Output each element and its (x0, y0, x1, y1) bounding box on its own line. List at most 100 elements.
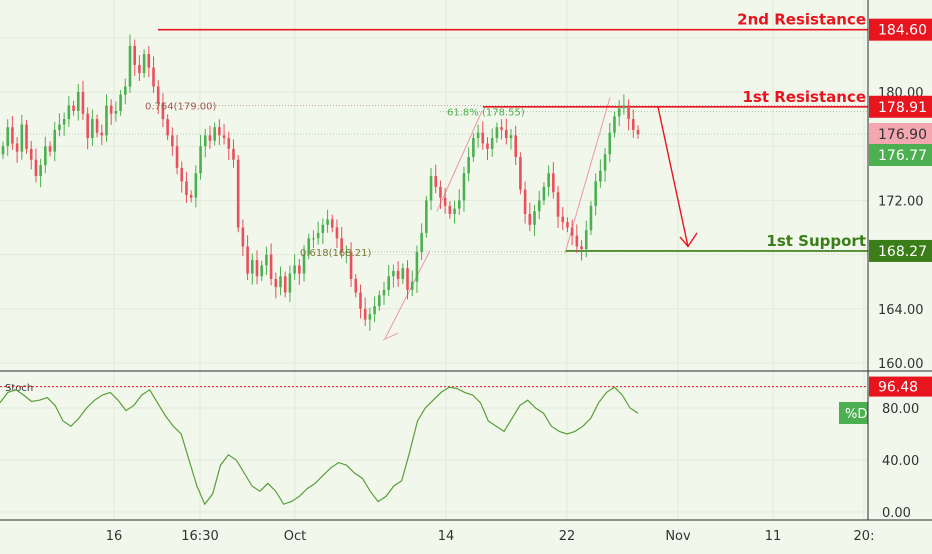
candle-body (443, 197, 447, 206)
candle-body (142, 54, 146, 74)
time-tick-label: 14 (438, 529, 455, 544)
candle-body (76, 92, 80, 111)
candle-body (462, 173, 466, 201)
candle-body (29, 148, 33, 160)
candle-body (382, 289, 386, 296)
candle-body (528, 213, 532, 225)
candle-body (307, 238, 311, 255)
candle-body (514, 135, 517, 158)
candle-body (453, 208, 456, 214)
level-label: 1st Resistance (742, 88, 866, 106)
candle-body (274, 278, 278, 288)
price-badge-current-bg (869, 123, 932, 146)
candle-body (100, 132, 104, 136)
time-tick-label: 22 (559, 529, 576, 544)
candle-body (147, 54, 151, 68)
fib-label: 0.764(179.00) (145, 102, 217, 113)
candle-body (91, 119, 94, 139)
candle-body (542, 186, 546, 201)
candle-body (138, 64, 141, 74)
candle-body (627, 105, 630, 120)
candle-body (283, 276, 287, 293)
candle-body (166, 119, 169, 136)
time-tick-label: 20: (854, 529, 875, 544)
candle-body (533, 211, 536, 225)
candle-body (434, 176, 438, 187)
candle-body (519, 157, 522, 190)
candle-body (584, 230, 588, 250)
fib-label: 0.618(168.21) (300, 248, 372, 259)
candle-body (86, 113, 89, 139)
candle-body (594, 181, 597, 206)
price-badge-1st-resistance-bg (869, 95, 932, 118)
candle-body (171, 135, 174, 147)
stoch-series-badge: %D (845, 407, 867, 422)
candle-body (255, 260, 259, 277)
candle-body (330, 219, 334, 228)
candle-body (396, 270, 400, 279)
candle-body (561, 216, 565, 223)
candle-body (410, 281, 414, 290)
candle-body (265, 254, 268, 266)
candle-body (39, 165, 42, 177)
candle-body (570, 227, 574, 236)
candle-body (34, 159, 38, 177)
candle-body (133, 45, 136, 65)
candle-body (58, 124, 61, 130)
candle-body (119, 94, 122, 111)
candle-body (472, 138, 475, 158)
candle-body (387, 276, 390, 290)
time-tick-label: Nov (665, 529, 691, 544)
candle-body (608, 132, 612, 155)
candle-body (44, 146, 47, 166)
stoch-series-badge-bg (839, 402, 868, 424)
price-badge-2nd-resistance: 184.60 (878, 23, 927, 39)
price-badge-current: 176.90 (878, 127, 927, 143)
candle-body (6, 127, 9, 147)
candle-body (316, 232, 320, 239)
time-tick-label: 16 (106, 529, 123, 544)
candle-body (105, 105, 108, 136)
candle-body (349, 251, 353, 279)
fib-trend-line (436, 110, 483, 212)
price-badge-2nd-resistance-bg (869, 18, 932, 41)
candle-body (537, 200, 541, 212)
price-badge-last-bg (869, 144, 932, 167)
price-badge-1st-support: 168.27 (878, 244, 927, 260)
candle-body (180, 167, 184, 182)
candle-body (62, 119, 66, 125)
candle-body (302, 254, 306, 274)
price-tick-label: 172.00 (878, 194, 924, 209)
price-badge-last: 176.77 (878, 148, 927, 164)
candle-body (161, 102, 165, 120)
candle-body (199, 146, 202, 174)
candle-body (251, 260, 254, 274)
candle-body (20, 124, 24, 152)
candle-body (260, 265, 263, 277)
candle-body (25, 124, 28, 149)
candle-body (617, 108, 621, 117)
candle-body (613, 116, 616, 133)
candle-body (429, 176, 433, 201)
stoch-tick-label: 0.00 (882, 506, 911, 521)
candle-body (321, 224, 325, 233)
projection-arrow-line (657, 106, 689, 247)
candle-body (72, 105, 75, 111)
candle-body (547, 173, 550, 187)
candle-body (128, 45, 132, 87)
candle-body (53, 129, 57, 152)
candle-body (580, 246, 583, 250)
candle-body (589, 205, 593, 231)
candle-body (622, 105, 626, 109)
candle-body (467, 157, 470, 174)
candle-body (481, 132, 485, 144)
candle-body (363, 308, 367, 320)
candle-body (603, 154, 607, 171)
candle-body (232, 148, 235, 160)
candle-body (420, 232, 423, 252)
candle-body (279, 276, 282, 288)
candle-body (406, 268, 409, 290)
candle-body (213, 127, 216, 141)
